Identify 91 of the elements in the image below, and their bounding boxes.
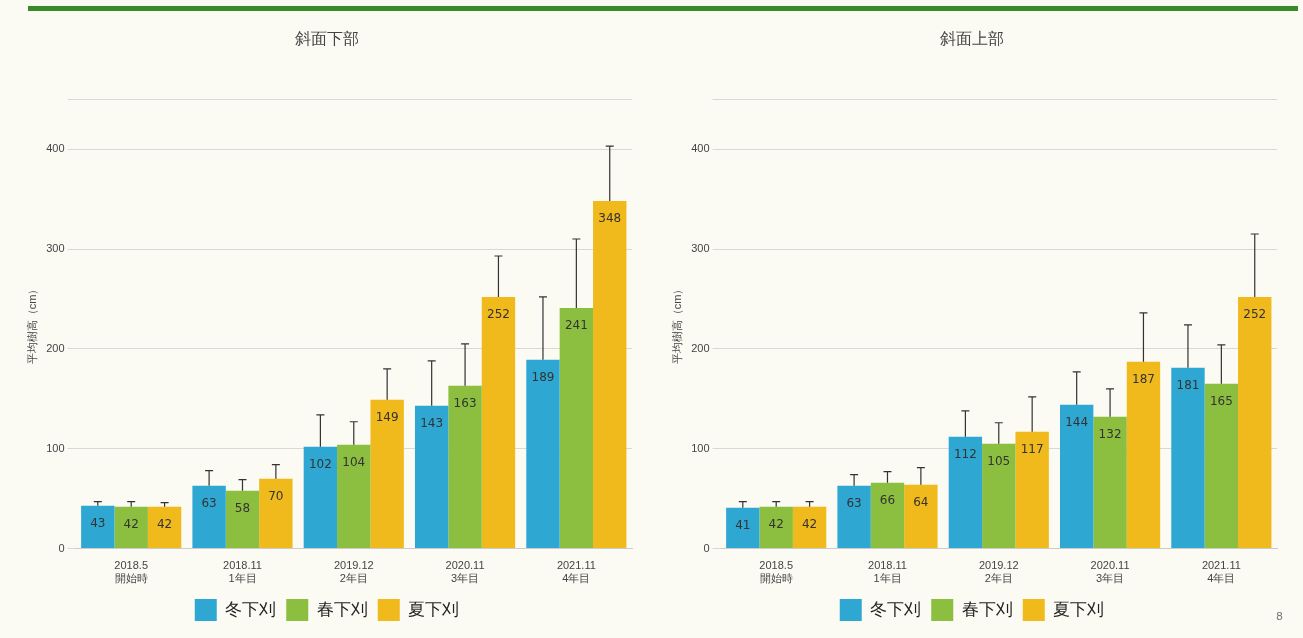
bar <box>526 359 560 549</box>
legend-label: 夏下刈 <box>1053 599 1105 619</box>
x-tick-label: 2020.11 3年目 <box>445 559 485 585</box>
bar <box>982 443 1016 549</box>
bar <box>259 478 293 549</box>
y-tick-label: 100 <box>46 441 65 454</box>
bar <box>1204 383 1239 549</box>
data-label: 42 <box>123 516 139 531</box>
data-label: 241 <box>564 318 588 333</box>
bar <box>1059 404 1094 549</box>
bar <box>1238 296 1272 549</box>
bar <box>559 307 594 549</box>
data-label: 104 <box>342 454 366 469</box>
data-label: 42 <box>156 516 173 531</box>
bar <box>192 485 226 549</box>
y-tick-label: 300 <box>691 242 710 255</box>
data-label: 149 <box>375 409 399 424</box>
data-label: 58 <box>234 500 251 515</box>
bar <box>1093 416 1127 549</box>
chart-title: 斜面下部 <box>295 28 359 48</box>
bar <box>904 484 938 549</box>
bar <box>1126 361 1161 549</box>
legend-label: 冬下刈 <box>225 599 277 619</box>
data-label: 252 <box>1243 307 1267 322</box>
bar <box>481 296 516 549</box>
data-label: 70 <box>268 488 284 503</box>
bar <box>337 444 371 549</box>
data-label: 163 <box>453 395 477 410</box>
data-label: 43 <box>90 515 106 530</box>
bar <box>114 506 148 549</box>
y-axis-title: 平均樹高（cm） <box>670 283 683 365</box>
data-label: 348 <box>598 211 622 226</box>
x-tick-label: 2018.11 1年目 <box>868 559 907 585</box>
bar <box>147 506 182 549</box>
y-tick-label: 100 <box>691 441 710 454</box>
data-label: 143 <box>420 415 444 430</box>
data-label: 66 <box>879 492 896 507</box>
legend-label: 夏下刈 <box>408 599 460 619</box>
bar <box>837 485 871 549</box>
y-tick-label: 0 <box>703 541 710 554</box>
y-tick-label: 300 <box>46 242 65 255</box>
data-label: 42 <box>768 516 784 531</box>
data-label: 181 <box>1176 377 1200 392</box>
data-label: 64 <box>913 494 929 509</box>
data-label: 189 <box>531 369 555 384</box>
bar <box>1171 367 1205 549</box>
bar <box>370 399 404 549</box>
data-label: 105 <box>987 453 1011 468</box>
bar <box>870 482 905 549</box>
data-label: 112 <box>953 446 977 461</box>
data-label: 187 <box>1132 371 1155 386</box>
bar <box>448 385 482 549</box>
legend-label: 春下刈 <box>961 599 1013 619</box>
bar <box>759 506 793 549</box>
data-label: 252 <box>487 307 510 322</box>
x-tick-label: 2021.11 4年目 <box>556 559 596 585</box>
legend-label: 春下刈 <box>316 599 368 619</box>
data-label: 41 <box>735 517 751 532</box>
data-label: 144 <box>1065 414 1089 429</box>
bar <box>225 490 260 549</box>
x-tick-label: 2021.11 4年目 <box>1201 559 1241 585</box>
data-label: 117 <box>1020 441 1044 456</box>
bar <box>726 507 760 549</box>
y-tick-label: 200 <box>691 341 710 354</box>
y-axis-title: 平均樹高（cm） <box>25 283 38 365</box>
bar <box>414 405 449 549</box>
data-label: 63 <box>201 495 217 510</box>
data-label: 165 <box>1209 393 1233 408</box>
x-tick-label: 2019.12 2年目 <box>978 559 1019 585</box>
x-tick-label: 2018.11 1年目 <box>223 559 262 585</box>
legend-label: 冬下刈 <box>870 599 922 619</box>
x-tick-label: 2019.12 2年目 <box>333 559 374 585</box>
bar <box>948 436 983 549</box>
y-tick-label: 0 <box>58 541 65 554</box>
x-tick-label: 2018.5 開始時 <box>114 559 149 585</box>
y-tick-label: 400 <box>691 142 710 155</box>
bar <box>303 446 338 549</box>
data-label: 63 <box>846 495 862 510</box>
data-label: 42 <box>801 516 818 531</box>
y-tick-label: 400 <box>46 142 65 155</box>
y-tick-label: 200 <box>46 341 65 354</box>
bar <box>792 506 827 549</box>
x-tick-label: 2018.5 開始時 <box>759 559 794 585</box>
data-label: 102 <box>308 456 332 471</box>
bar <box>593 201 627 549</box>
bar <box>1015 431 1049 549</box>
x-tick-label: 2020.11 3年目 <box>1090 559 1130 585</box>
data-label: 132 <box>1098 426 1122 441</box>
text: 8 <box>1276 610 1283 623</box>
bar <box>81 505 115 549</box>
chart-title: 斜面上部 <box>940 28 1004 48</box>
